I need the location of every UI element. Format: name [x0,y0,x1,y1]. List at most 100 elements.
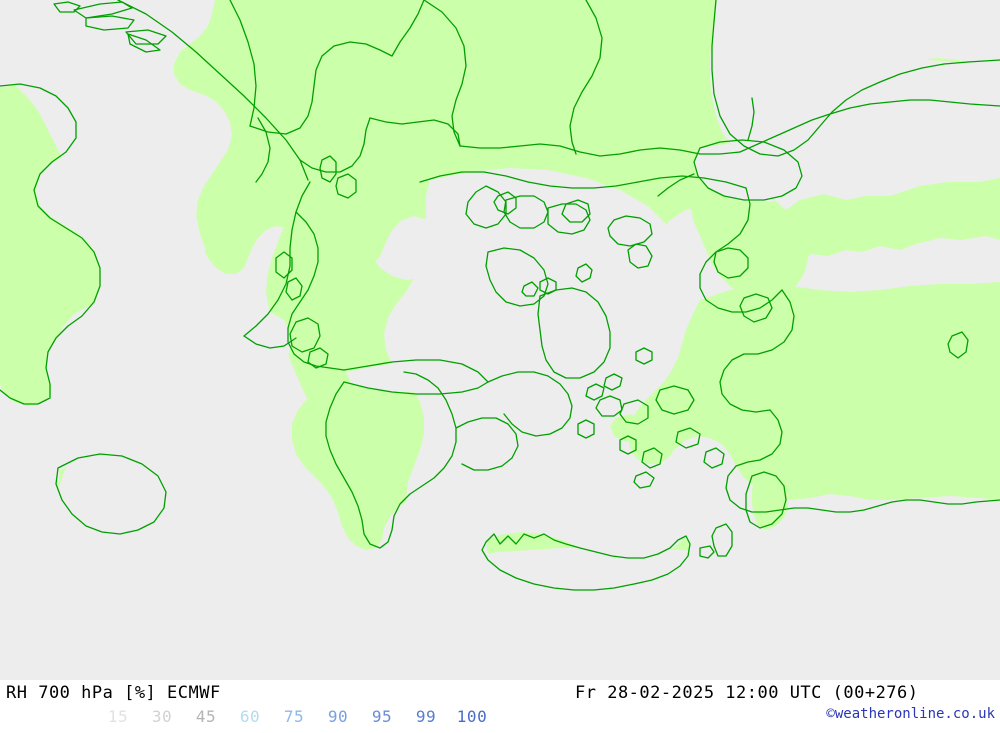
rh-area-kefalonia [292,326,324,356]
island-thasos [493,191,517,215]
rh-area-peloponnese [292,370,446,550]
island-corfu [275,251,293,279]
border-serbia-north [391,0,425,57]
border-bulgaria-greece [459,143,741,157]
coast-magnesia [485,247,549,307]
coast-dalmatia [117,0,309,181]
dardanelles [657,173,695,197]
coast-crete [481,533,691,591]
island-zakynthos [307,347,329,369]
island-milos [577,419,595,439]
legend-level-30[interactable]: 30 [151,707,173,726]
legend-level-45[interactable]: 45 [195,707,217,726]
sea-gulf-of-corinth [346,362,476,392]
lake-ohrid [319,155,337,183]
border-bosnia-west [229,0,257,127]
island-lefkada [285,277,303,301]
island-samos [655,385,695,415]
border-bulgaria-romania [739,99,1000,153]
rh-area-greek-mainland [266,196,500,430]
island-rhodes-outline [745,471,787,529]
coast-peloponnese [325,371,457,549]
island-skyros [575,263,593,283]
coast-italy-apulia [55,453,167,535]
rh-contour-fill-15 [0,0,1000,590]
bosporus [747,97,755,141]
island-skiathos [521,281,539,297]
valid-time-label: Fr 28-02-2025 12:00 UTC (00+276) [575,683,919,703]
legend-level-99[interactable]: 99 [415,707,437,726]
coast-turkey-aegean [719,289,795,413]
coastlines-and-borders [0,0,1000,591]
island-dalmatian-5 [127,33,161,53]
sea-of-marmara-outline [693,139,803,201]
rh-area-anatolia [628,282,1000,500]
coast-turkey-northwest [699,187,783,313]
rh-area-balkans [174,0,1000,274]
border-serbia-bosnia [249,41,393,135]
sea-eastern-mediterranean [0,548,1000,680]
rh-area-turkish-aegean-coast [690,176,808,298]
island-cyprus-edge [947,331,969,359]
map-panel[interactable] [0,0,1000,680]
coast-aegean-north [419,171,747,189]
sea-overlays [0,0,1000,680]
border-serbia-bulgaria [569,0,603,155]
lake-prespa [335,173,357,199]
island-kasos [699,545,715,559]
coast-corinth-north [343,359,489,383]
coast-albania [243,181,311,337]
island-kos [675,427,701,449]
sea-black [710,0,1000,162]
island-dalmatian-4 [125,29,167,45]
island-lesbos [713,247,749,279]
parameter-title: RH 700 hPa [%] ECMWF [6,683,221,703]
island-limnos-2 [627,243,653,269]
legend-level-15[interactable]: 15 [107,707,129,726]
island-chios-outline [739,293,773,323]
legend-level-90[interactable]: 90 [327,707,349,726]
coast-black-sea [711,0,1000,157]
island-santorini [633,471,655,489]
island-naxos-outline [619,399,649,425]
color-scale-legend[interactable]: 15 30 45 60 75 90 95 99 100 [96,707,496,726]
sea-adriatic [0,0,226,258]
legend-level-95[interactable]: 95 [371,707,393,726]
sea-ionian [58,290,292,556]
island-euboea [537,287,611,379]
coast-attica [487,371,573,437]
island-paros [595,395,623,417]
coast-corinth-south [343,381,489,395]
island-syros [585,383,605,401]
rh-area-naxos [610,414,646,442]
border-macedonia-west [299,117,371,173]
island-mykonos [603,373,623,391]
coast-turkey-south [725,409,1000,513]
sea-aegean [384,168,678,536]
coast-argolis [455,417,519,471]
island-dalmatian-3 [85,15,135,31]
island-kefalonia-outline [289,317,321,353]
map-canvas[interactable] [0,0,1000,680]
footer-bar: RH 700 hPa [%] ECMWF Fr 28-02-2025 12:00… [0,680,1000,733]
coast-montenegro [255,117,271,183]
border-serbia-east [423,0,467,147]
peninsula-kassandra [465,185,507,229]
peninsula-athos [547,203,591,235]
island-limnos [607,215,653,247]
coast-italy-calabria [0,83,101,405]
island-skopelos [539,277,557,295]
peninsula-sithonia [503,195,549,229]
copyright-label: ©weatheronline.co.uk [826,706,995,722]
sea-thermaic-gulf [428,190,506,234]
island-amorgos [641,447,663,469]
legend-level-60[interactable]: 60 [239,707,261,726]
legend-level-100[interactable]: 100 [456,707,488,726]
island-ios [619,435,637,455]
island-astypalaia [703,447,725,469]
legend-level-75[interactable]: 75 [283,707,305,726]
rh-area-southern-italy [0,84,100,406]
island-ikaria [635,347,653,365]
island-karpathos [711,523,733,557]
